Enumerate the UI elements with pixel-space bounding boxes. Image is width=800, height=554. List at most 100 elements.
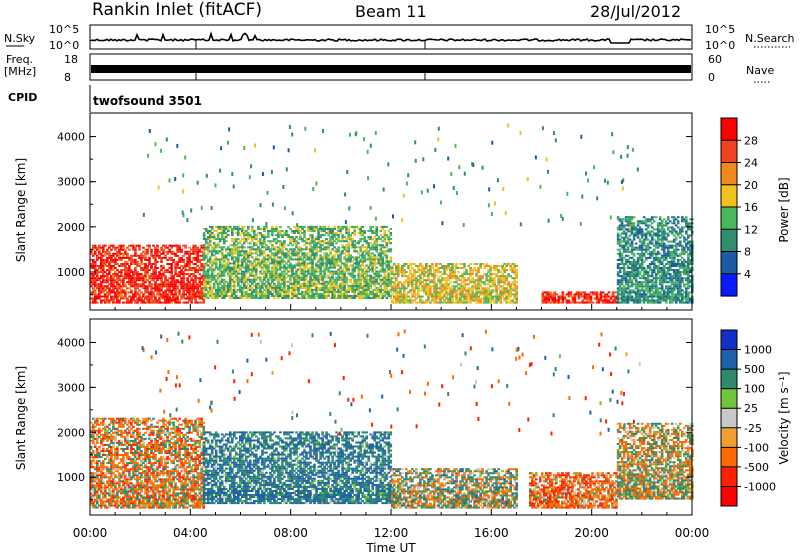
data-cell bbox=[630, 275, 634, 278]
data-cell bbox=[375, 266, 378, 269]
data-cell bbox=[369, 286, 372, 289]
data-cell bbox=[269, 262, 272, 265]
freq-tick-top: 18 bbox=[64, 53, 78, 66]
data-cell bbox=[441, 277, 444, 280]
data-cell bbox=[487, 265, 490, 267]
data-cell bbox=[445, 301, 448, 304]
data-cell bbox=[393, 281, 396, 284]
data-cell bbox=[233, 288, 236, 291]
data-cell bbox=[138, 275, 141, 278]
data-cell bbox=[337, 270, 340, 273]
data-cell bbox=[581, 291, 585, 294]
data-cell bbox=[389, 238, 393, 241]
data-cell bbox=[168, 301, 171, 304]
data-cell bbox=[339, 276, 342, 279]
data-cell bbox=[188, 246, 191, 249]
data-cell bbox=[267, 278, 270, 281]
data-cell bbox=[247, 266, 250, 269]
data-cell bbox=[269, 258, 272, 261]
data-cell bbox=[325, 288, 328, 291]
data-cell bbox=[257, 246, 260, 249]
data-cell bbox=[331, 260, 334, 263]
data-cell bbox=[247, 256, 250, 259]
data-cell bbox=[206, 236, 210, 239]
data-cell bbox=[395, 289, 398, 292]
data-cell bbox=[233, 270, 236, 273]
data-cell bbox=[389, 232, 393, 234]
data-cell bbox=[363, 256, 366, 259]
data-cell bbox=[331, 272, 334, 275]
data-cell bbox=[391, 267, 394, 269]
data-cell bbox=[311, 264, 314, 267]
data-cell bbox=[359, 282, 362, 285]
data-cell bbox=[417, 271, 420, 274]
data-cell bbox=[583, 291, 587, 294]
data-cell bbox=[265, 293, 268, 295]
data-cell bbox=[319, 295, 322, 297]
data-cell bbox=[108, 301, 111, 304]
data-cell bbox=[130, 254, 133, 257]
data-cell bbox=[136, 279, 139, 282]
data-cell bbox=[357, 276, 360, 279]
data-cell bbox=[118, 248, 121, 251]
data-cell bbox=[341, 276, 344, 279]
data-cell bbox=[241, 276, 244, 279]
data-cell bbox=[493, 267, 496, 269]
data-cell bbox=[170, 256, 173, 259]
data-cell bbox=[122, 285, 125, 288]
data-cell bbox=[283, 297, 286, 299]
data-cell bbox=[273, 258, 276, 261]
data-cell bbox=[477, 299, 480, 302]
data-cell bbox=[281, 295, 284, 297]
data-cell bbox=[200, 295, 203, 298]
data-cell bbox=[341, 240, 344, 243]
data-cell bbox=[471, 291, 474, 294]
data-cell bbox=[361, 238, 364, 241]
data-cell bbox=[389, 258, 393, 261]
data-cell bbox=[204, 286, 208, 289]
data-cell bbox=[628, 299, 632, 302]
data-cell bbox=[134, 258, 137, 261]
data-cell bbox=[351, 242, 354, 245]
data-cell bbox=[220, 270, 224, 273]
data-cell bbox=[381, 256, 385, 259]
data-cell bbox=[212, 254, 216, 257]
data-cell bbox=[375, 293, 378, 295]
data-cell bbox=[620, 295, 624, 298]
data-cell bbox=[459, 289, 462, 292]
data-cell bbox=[118, 299, 121, 302]
data-cell bbox=[218, 268, 222, 271]
data-cell bbox=[395, 269, 398, 272]
data-cell bbox=[636, 287, 640, 290]
data-cell bbox=[433, 269, 436, 272]
data-cell bbox=[267, 288, 270, 291]
data-cell bbox=[247, 260, 250, 263]
data-cell bbox=[349, 288, 352, 291]
data-cell bbox=[459, 291, 462, 294]
data-cell bbox=[630, 222, 634, 225]
data-cell bbox=[156, 250, 159, 253]
data-cell bbox=[630, 246, 634, 249]
data-cell bbox=[202, 248, 205, 251]
data-cell bbox=[323, 282, 326, 285]
data-cell bbox=[459, 283, 462, 286]
data-cell bbox=[333, 234, 336, 237]
data-cell bbox=[295, 236, 298, 239]
data-cell bbox=[275, 295, 278, 297]
data-cell bbox=[299, 276, 302, 279]
data-cell bbox=[401, 287, 404, 290]
data-cell bbox=[132, 283, 135, 286]
data-cell bbox=[126, 299, 129, 302]
data-cell bbox=[160, 246, 163, 249]
data-cell bbox=[283, 272, 286, 275]
data-cell bbox=[243, 284, 246, 287]
data-cell bbox=[311, 262, 314, 265]
data-cell bbox=[333, 278, 336, 281]
data-cell bbox=[333, 272, 336, 275]
data-cell bbox=[445, 285, 448, 288]
data-cell bbox=[251, 225, 254, 228]
data-cell bbox=[126, 263, 129, 265]
data-cell bbox=[206, 268, 210, 271]
data-cell bbox=[405, 281, 408, 284]
data-cell bbox=[291, 268, 294, 271]
